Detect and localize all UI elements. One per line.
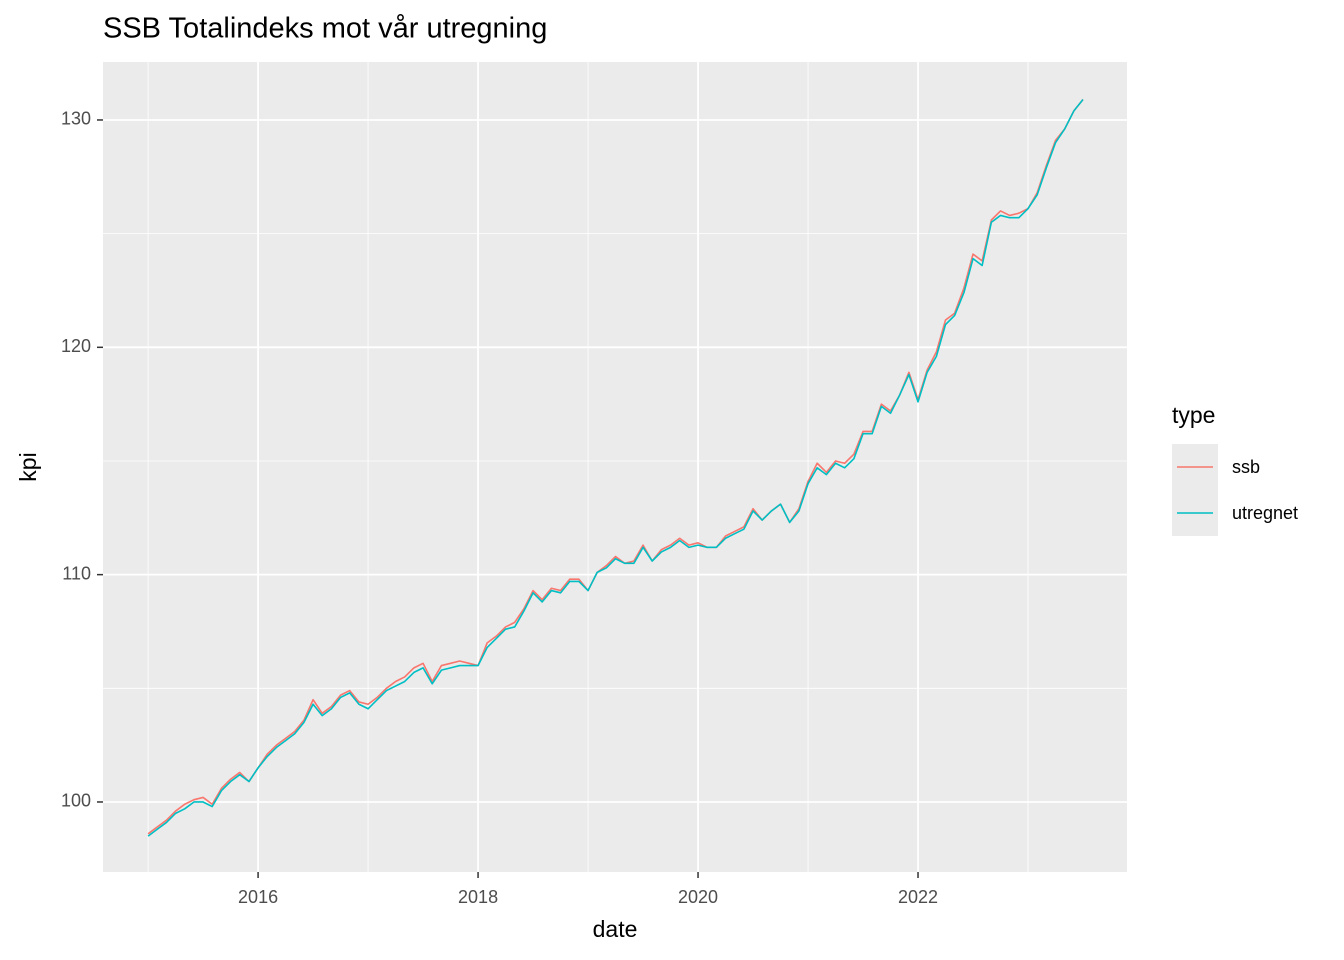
- x-tick-label: 2018: [458, 887, 498, 907]
- y-tick-label: 130: [61, 109, 91, 129]
- y-tick-label: 100: [61, 791, 91, 811]
- y-axis-label: kpi: [15, 452, 41, 481]
- y-tick-label: 120: [61, 336, 91, 356]
- x-axis-label: date: [593, 916, 638, 942]
- x-tick-label: 2022: [898, 887, 938, 907]
- series-line: [147, 99, 1084, 837]
- legend-label: utregnet: [1232, 503, 1298, 523]
- plot-panel: [103, 62, 1127, 872]
- chart-title: SSB Totalindeks mot vår utregning: [103, 13, 547, 45]
- legend-label: ssb: [1232, 457, 1260, 477]
- legend-title: type: [1172, 402, 1215, 428]
- x-tick-label: 2016: [238, 887, 278, 907]
- y-tick-label: 110: [62, 563, 91, 583]
- series-line: [147, 99, 1084, 835]
- x-tick-label: 2020: [678, 887, 718, 907]
